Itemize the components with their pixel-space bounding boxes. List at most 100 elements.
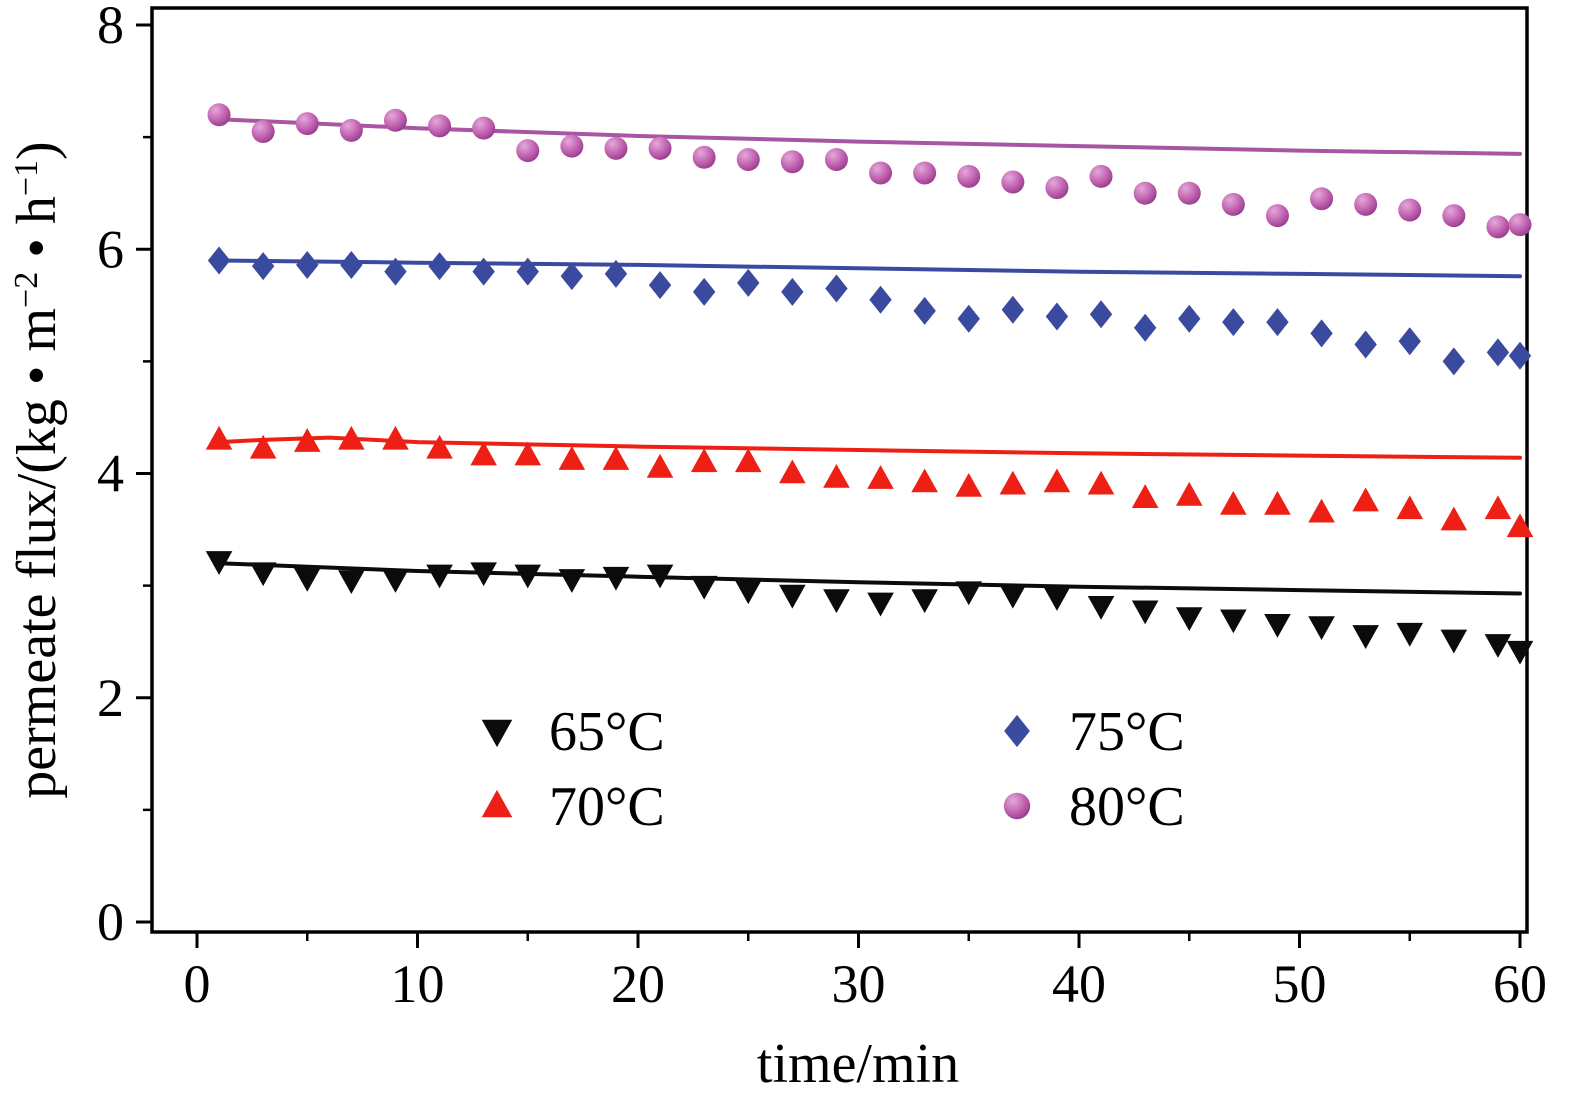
marker-circle: [1003, 792, 1031, 820]
marker-circle: [1133, 181, 1157, 205]
marker-diamond: [207, 246, 231, 275]
y-tick-label: 2: [97, 668, 124, 728]
marker-triangle-down: [1087, 596, 1115, 620]
marker-triangle-down: [426, 564, 453, 589]
marker-triangle-up: [646, 453, 674, 478]
marker-triangle-down: [646, 564, 674, 589]
marker-diamond: [1354, 330, 1377, 359]
marker-circle: [692, 145, 716, 169]
marker-diamond: [869, 285, 892, 314]
marker-triangle-up: [1175, 481, 1203, 506]
x-axis-label: time/min: [757, 1033, 959, 1095]
legend-item-70: 70°C: [481, 776, 665, 838]
marker-diamond: [825, 274, 848, 303]
marker-diamond: [472, 257, 495, 286]
marker-circle: [736, 148, 760, 172]
marker-triangle-down: [602, 566, 630, 591]
x-tick-label: 10: [391, 954, 445, 1014]
marker-triangle-up: [1440, 506, 1468, 531]
marker-diamond: [604, 259, 628, 288]
marker-triangle-up: [1396, 495, 1424, 520]
marker-triangle-down: [1484, 634, 1512, 658]
marker-triangle-up: [558, 446, 586, 470]
marker-triangle-up: [779, 459, 806, 484]
marker-triangle-up: [690, 448, 718, 473]
marker-diamond: [1089, 300, 1113, 329]
marker-triangle-down: [823, 589, 850, 614]
marker-circle: [1001, 170, 1025, 194]
marker-circle: [560, 134, 584, 158]
marker-triangle-down: [205, 551, 233, 575]
marker-triangle-up: [470, 441, 497, 466]
marker-triangle-down: [1506, 640, 1534, 665]
x-tick-label: 50: [1273, 954, 1327, 1014]
legend-item-75: 75°C: [1004, 701, 1185, 763]
marker-circle: [295, 112, 319, 136]
marker-triangle-down: [1220, 609, 1247, 634]
marker-diamond: [251, 252, 275, 281]
marker-triangle-up: [867, 465, 894, 489]
fit-line-70: [217, 435, 1522, 460]
marker-diamond: [737, 268, 760, 297]
marker-circle: [604, 136, 628, 160]
x-tick-label: 40: [1052, 954, 1106, 1014]
legend-item-65: 65°C: [481, 701, 665, 763]
plot-frame: [150, 6, 1529, 934]
marker-triangle-down: [1264, 613, 1291, 638]
marker-triangle-down: [867, 592, 894, 617]
marker-diamond: [913, 296, 936, 325]
legend-label: 75°C: [1069, 701, 1185, 763]
x-tick-label: 30: [832, 954, 886, 1014]
marker-diamond: [384, 257, 407, 286]
x-tick-label: 0: [184, 954, 211, 1014]
marker-triangle-up: [1506, 513, 1534, 538]
marker-circle: [1045, 176, 1069, 200]
marker-circle: [1089, 164, 1113, 188]
marker-triangle-down: [470, 562, 497, 587]
marker-triangle-up: [514, 441, 542, 466]
marker-circle: [1508, 213, 1532, 237]
marker-triangle-up: [249, 434, 277, 459]
marker-diamond: [957, 304, 980, 333]
marker-triangle-down: [1131, 600, 1159, 625]
marker-triangle-up: [955, 472, 983, 497]
marker-triangle-up: [734, 448, 762, 473]
marker-diamond: [428, 252, 451, 281]
marker-circle: [383, 108, 407, 132]
marker-diamond: [648, 271, 672, 300]
marker-triangle-up: [205, 425, 233, 450]
marker-circle: [1486, 215, 1510, 239]
y-tick-label: 0: [97, 892, 124, 952]
marker-circle: [1442, 204, 1466, 228]
marker-circle: [1221, 192, 1245, 216]
marker-triangle-down: [293, 567, 321, 592]
y-axis-label: permeate flux/(kg • m−2 • h−1): [6, 141, 68, 798]
x-tick-label: 20: [611, 954, 665, 1014]
marker-diamond: [560, 262, 584, 291]
marker-triangle-down: [1308, 616, 1335, 640]
marker-triangle-up: [1484, 495, 1512, 520]
marker-diamond: [1004, 714, 1030, 748]
marker-circle: [207, 103, 231, 127]
legend-label: 80°C: [1069, 776, 1185, 838]
marker-diamond: [1222, 308, 1245, 337]
marker-triangle-down: [734, 580, 762, 605]
marker-diamond: [1133, 313, 1157, 342]
marker-diamond: [516, 257, 539, 286]
legend-item-80: 80°C: [1003, 776, 1185, 838]
marker-triangle-up: [823, 463, 850, 488]
marker-circle: [869, 161, 893, 185]
marker-circle: [780, 150, 804, 174]
marker-circle: [1310, 187, 1334, 211]
marker-circle: [516, 139, 540, 163]
marker-triangle-up: [1043, 468, 1071, 493]
marker-triangle-up: [1308, 498, 1335, 523]
y-tick-label: 6: [97, 219, 124, 279]
marker-circle: [251, 120, 275, 144]
legend-label: 65°C: [549, 701, 665, 763]
marker-triangle-down: [382, 569, 409, 593]
legend-label: 70°C: [549, 776, 665, 838]
marker-circle: [913, 161, 937, 185]
